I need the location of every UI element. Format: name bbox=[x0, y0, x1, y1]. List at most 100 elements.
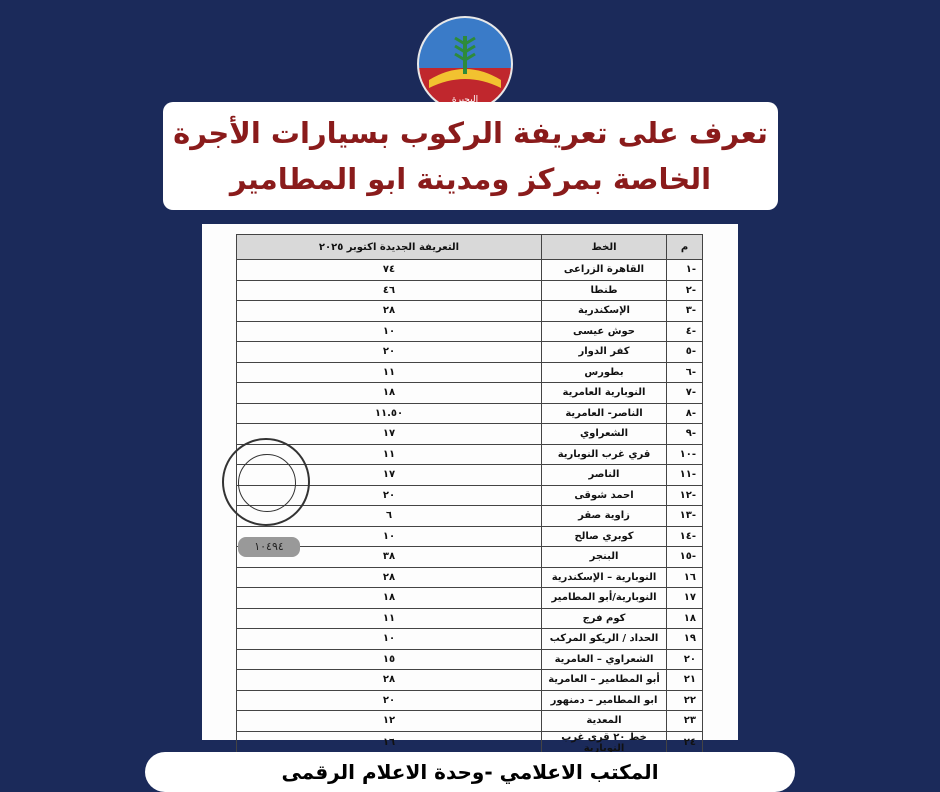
row-number: ٢٣ bbox=[666, 710, 703, 732]
table-row: -٨ الناصر- العامرية ١١.٥٠ bbox=[236, 402, 703, 424]
table-row: ٢٣ المعدية ١٢ bbox=[236, 710, 703, 732]
row-number: -٢ bbox=[666, 279, 703, 301]
table-row: -٥ كفر الدوار ٢٠ bbox=[236, 341, 703, 363]
scanned-document: م الخط التعريفة الجديدة اكتوبر ٢٠٢٥ -١ ال… bbox=[202, 224, 738, 755]
row-number: -١٥ bbox=[666, 546, 703, 568]
table-row: ٢٤ خط ٢٠ قرى غرب النوبارية ١٦ bbox=[236, 730, 703, 755]
fare-table: م الخط التعريفة الجديدة اكتوبر ٢٠٢٥ -١ ال… bbox=[236, 234, 703, 755]
fare-value: ١٦ bbox=[236, 730, 542, 755]
fare-value: ١٥ bbox=[236, 648, 542, 670]
route-name: ابو المطامير – دمنهور bbox=[541, 689, 667, 711]
row-number: -٤ bbox=[666, 320, 703, 342]
row-number: -١٣ bbox=[666, 505, 703, 527]
fare-value: ١٨ bbox=[236, 587, 542, 609]
table-row: -١٠ قري غرب النوبارية ١١ bbox=[236, 443, 703, 465]
fare-value: ٤٦ bbox=[236, 279, 542, 301]
row-number: ١٧ bbox=[666, 587, 703, 609]
row-number: ١٦ bbox=[666, 566, 703, 588]
route-name: الشعراوي bbox=[541, 423, 667, 445]
route-name: الحداد / الريكو المركب bbox=[541, 628, 667, 650]
route-name: الإسكندرية bbox=[541, 300, 667, 322]
row-number: ١٩ bbox=[666, 628, 703, 650]
table-row: ١٨ كوم فرج ١١ bbox=[236, 607, 703, 629]
fare-value: ٧٤ bbox=[236, 259, 542, 281]
route-name: كفر الدوار bbox=[541, 341, 667, 363]
route-name: قري غرب النوبارية bbox=[541, 443, 667, 465]
table-row: ٢١ أبو المطامير – العامرية ٢٨ bbox=[236, 669, 703, 691]
footer-banner: المكتب الاعلامي -وحدة الاعلام الرقمى bbox=[145, 752, 795, 792]
table-row: -٢ طنطا ٤٦ bbox=[236, 279, 703, 301]
row-number: -١ bbox=[666, 259, 703, 281]
table-row: -١ القاهرة الزراعى ٧٤ bbox=[236, 259, 703, 281]
fare-value: ١٢ bbox=[236, 710, 542, 732]
route-name: احمد شوقى bbox=[541, 484, 667, 506]
table-row: -١٥ البنجر ٣٨ bbox=[236, 546, 703, 568]
row-number: ١٨ bbox=[666, 607, 703, 629]
row-number: -٣ bbox=[666, 300, 703, 322]
row-number: -١٠ bbox=[666, 443, 703, 465]
stamp-number: ١٠٤٩٤ bbox=[238, 537, 300, 557]
table-row: -٩ الشعراوي ١٧ bbox=[236, 423, 703, 445]
fare-value: ١٠ bbox=[236, 628, 542, 650]
route-name: النوبارية العامرية bbox=[541, 382, 667, 404]
table-row: ١٧ النوبارية/أبو المطامير ١٨ bbox=[236, 587, 703, 609]
fare-value: ٢٠ bbox=[236, 689, 542, 711]
route-name: بطورس bbox=[541, 361, 667, 383]
route-name: خط ٢٠ قرى غرب النوبارية bbox=[541, 730, 667, 755]
route-name: المعدية bbox=[541, 710, 667, 732]
governorate-logo: البحيرة bbox=[417, 16, 513, 112]
row-number: ٢١ bbox=[666, 669, 703, 691]
row-number: -٩ bbox=[666, 423, 703, 445]
fare-value: ٢٨ bbox=[236, 566, 542, 588]
eagle-emblem bbox=[238, 454, 296, 512]
column-header-line: الخط bbox=[541, 234, 667, 260]
title-line-1: تعرف على تعريفة الركوب بسيارات الأجرة bbox=[173, 116, 768, 150]
table-row: ١٦ النوبارية – الإسكندرية ٢٨ bbox=[236, 566, 703, 588]
route-name: الناصر bbox=[541, 464, 667, 486]
table-row: ٢٢ ابو المطامير – دمنهور ٢٠ bbox=[236, 689, 703, 711]
row-number: ٢٠ bbox=[666, 648, 703, 670]
route-name: زاوية صقر bbox=[541, 505, 667, 527]
logo-text: البحيرة bbox=[452, 95, 478, 105]
table-row: -٤ حوش عيسى ١٠ bbox=[236, 320, 703, 342]
table-row: -٦ بطورس ١١ bbox=[236, 361, 703, 383]
table-row: -٧ النوبارية العامرية ١٨ bbox=[236, 382, 703, 404]
row-number: -١٤ bbox=[666, 525, 703, 547]
fare-value: ١٠ bbox=[236, 320, 542, 342]
route-name: البنجر bbox=[541, 546, 667, 568]
route-name: حوش عيسى bbox=[541, 320, 667, 342]
row-number: -٧ bbox=[666, 382, 703, 404]
column-header-fare: التعريفة الجديدة اكتوبر ٢٠٢٥ bbox=[236, 234, 542, 260]
route-name: الشعراوي – العامرية bbox=[541, 648, 667, 670]
official-stamp bbox=[222, 438, 310, 526]
route-name: النوبارية – الإسكندرية bbox=[541, 566, 667, 588]
table-row: ١٩ الحداد / الريكو المركب ١٠ bbox=[236, 628, 703, 650]
row-number: ٢٢ bbox=[666, 689, 703, 711]
table-row: -٣ الإسكندرية ٢٨ bbox=[236, 300, 703, 322]
fare-value: ١١ bbox=[236, 607, 542, 629]
table-row: -١٤ كوبري صالح ١٠ bbox=[236, 525, 703, 547]
route-name: الناصر- العامرية bbox=[541, 402, 667, 424]
route-name: طنطا bbox=[541, 279, 667, 301]
row-number: -١١ bbox=[666, 464, 703, 486]
route-name: كوبري صالح bbox=[541, 525, 667, 547]
fare-value: ٢٨ bbox=[236, 669, 542, 691]
route-name: أبو المطامير – العامرية bbox=[541, 669, 667, 691]
row-number: ٢٤ bbox=[666, 730, 703, 755]
column-header-number: م bbox=[666, 234, 703, 260]
row-number: -١٢ bbox=[666, 484, 703, 506]
title-box: تعرف على تعريفة الركوب بسيارات الأجرة ال… bbox=[163, 102, 778, 210]
fare-value: ١٨ bbox=[236, 382, 542, 404]
table-header-row: م الخط التعريفة الجديدة اكتوبر ٢٠٢٥ bbox=[236, 234, 703, 260]
fare-value: ١١ bbox=[236, 361, 542, 383]
route-name: كوم فرج bbox=[541, 607, 667, 629]
route-name: النوبارية/أبو المطامير bbox=[541, 587, 667, 609]
row-number: -٦ bbox=[666, 361, 703, 383]
fare-value: ٢٨ bbox=[236, 300, 542, 322]
route-name: القاهرة الزراعى bbox=[541, 259, 667, 281]
fare-value: ١١.٥٠ bbox=[236, 402, 542, 424]
row-number: -٨ bbox=[666, 402, 703, 424]
fare-value: ٢٠ bbox=[236, 341, 542, 363]
table-row: ٢٠ الشعراوي – العامرية ١٥ bbox=[236, 648, 703, 670]
title-line-2: الخاصة بمركز ومدينة ابو المطامير bbox=[229, 162, 712, 196]
